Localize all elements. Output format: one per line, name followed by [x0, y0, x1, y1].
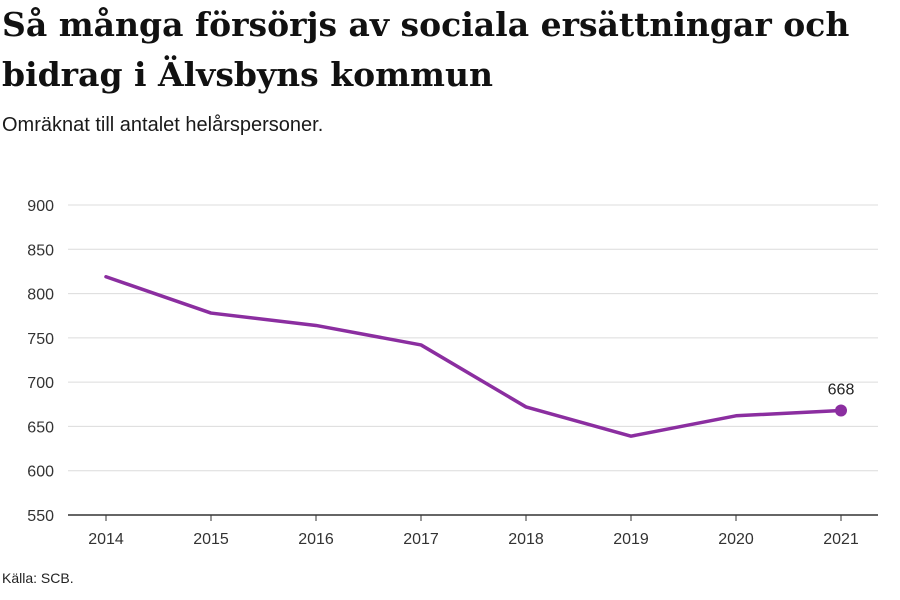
- chart-subtitle: Omräknat till antalet helårspersoner.: [2, 114, 324, 136]
- y-tick-label: 650: [27, 419, 54, 436]
- x-tick-label: 2018: [508, 531, 544, 548]
- y-tick-label: 900: [27, 198, 54, 215]
- data-labels: 668: [828, 381, 855, 398]
- series-layer: [104, 274, 847, 438]
- y-tick-label: 550: [27, 508, 54, 525]
- y-tick-label: 600: [27, 464, 54, 481]
- y-tick-label: 850: [27, 242, 54, 259]
- y-tick-label: 800: [27, 287, 54, 304]
- x-axis: 2014 2015 2016 2017 2018 2019 2020 2021: [68, 514, 878, 548]
- x-tick-label: 2020: [718, 531, 754, 548]
- gridlines: [68, 204, 878, 472]
- source-note: Källa: SCB.: [2, 570, 74, 586]
- x-tick-label: 2019: [613, 531, 649, 548]
- y-axis: 550 600 650 700 750 800 850 900: [27, 198, 54, 525]
- series-line: [104, 274, 843, 438]
- y-tick-label: 700: [27, 375, 54, 392]
- chart-title: Så många försörjs av sociala ersättninga…: [2, 5, 850, 94]
- y-tick-label: 750: [27, 331, 54, 348]
- data-label: 668: [828, 381, 855, 398]
- x-tick-label: 2021: [823, 531, 859, 548]
- x-tick-label: 2016: [298, 531, 334, 548]
- end-point-marker: [835, 404, 847, 417]
- x-tick-label: 2014: [88, 531, 124, 548]
- x-tick-label: 2017: [403, 531, 439, 548]
- x-tick-label: 2015: [193, 531, 229, 548]
